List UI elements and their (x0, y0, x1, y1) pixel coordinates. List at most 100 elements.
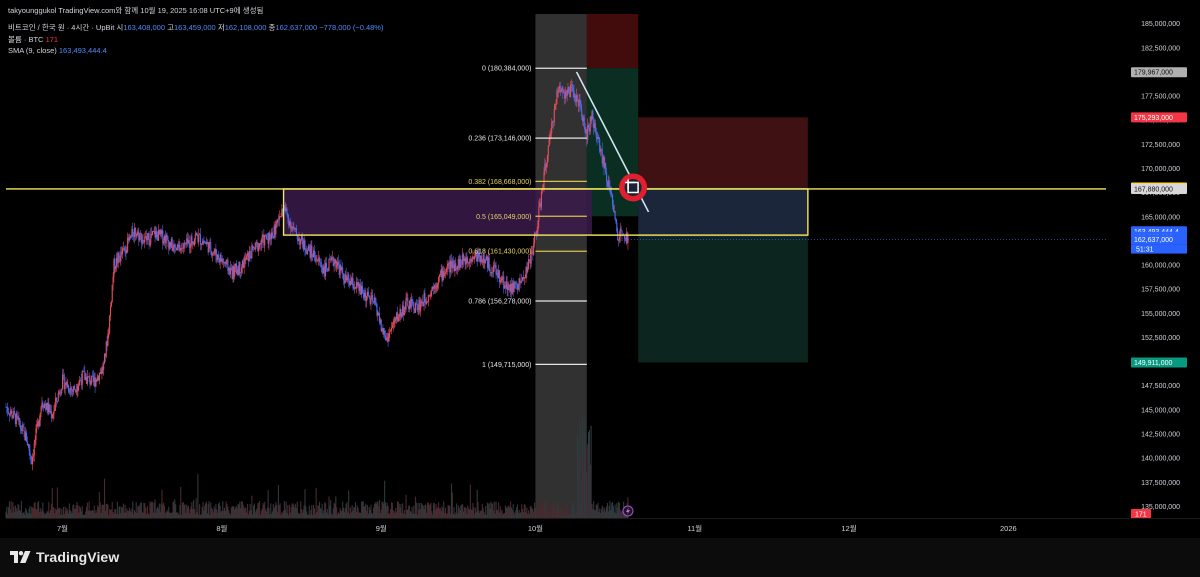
candle-body (97, 376, 100, 381)
volume-bar (486, 514, 488, 518)
volume-bar (373, 504, 375, 518)
volume-bar (76, 501, 78, 518)
candle-body (151, 233, 153, 236)
volume-bar (13, 506, 15, 518)
candle-body (29, 450, 31, 456)
candle-body (460, 258, 462, 262)
volume-bar (368, 506, 370, 518)
candle-body (435, 287, 437, 289)
volume-bar (134, 511, 136, 518)
volume-bar (324, 502, 326, 518)
candle-body (349, 280, 351, 286)
volume-bar (213, 506, 215, 518)
volume-bar (235, 507, 237, 518)
volume-bar (550, 503, 552, 518)
candle-body (343, 280, 345, 284)
candle-body (373, 297, 375, 303)
candle-body (126, 252, 128, 254)
volume-bar (65, 511, 67, 518)
volume-bar (229, 514, 232, 518)
volume-bar (438, 502, 440, 518)
candle-body (587, 124, 589, 140)
volume-bar (191, 502, 193, 518)
volume-bar (586, 472, 588, 518)
candle-body (72, 390, 74, 392)
volume-bar (421, 504, 423, 518)
volume-bar (451, 492, 453, 518)
volume-bar (339, 507, 341, 518)
candle-body (478, 252, 480, 256)
candle-body (243, 261, 245, 268)
volume-bar (557, 502, 559, 518)
candle-body (222, 259, 224, 263)
open-value: 163,408,000 (123, 23, 165, 32)
candle-body (28, 444, 30, 451)
candle-body (55, 397, 57, 405)
volume-bar (468, 509, 471, 518)
volume-bar (286, 513, 288, 518)
symbol-title[interactable]: 비트코인 / 한국 원 · 4시간 · UpBit (8, 23, 115, 32)
candle-body (56, 401, 58, 402)
candle-body (491, 271, 493, 274)
candle-body (67, 385, 69, 388)
volume-bar (256, 508, 258, 518)
candle-body (385, 338, 387, 341)
candle-body (361, 286, 363, 294)
volume-bar (507, 506, 509, 518)
candle-body (18, 418, 20, 420)
volume-badge-text: 171 (1135, 512, 1147, 519)
volume-bar (484, 514, 486, 518)
candle-body (39, 412, 41, 420)
volume-legend[interactable]: 볼륨 · BTC 171 (8, 34, 58, 45)
candle-body (103, 353, 106, 364)
candle-body (15, 413, 17, 425)
volume-bar (346, 502, 348, 518)
candle-body (550, 132, 552, 134)
x-axis-background (0, 518, 1200, 538)
volume-bar (141, 511, 143, 518)
volume-bar (197, 474, 199, 518)
candle-body (95, 379, 97, 387)
volume-bar (369, 509, 371, 518)
x-axis-tick-label: 11월 (687, 523, 702, 533)
candle-body (60, 393, 62, 394)
volume-bar (444, 507, 447, 518)
candle-body (160, 230, 162, 234)
candle-body (365, 292, 367, 302)
candle-body (168, 241, 170, 249)
candle-body (422, 304, 424, 307)
y-axis-tick-label: 135,000,000 (1141, 504, 1180, 511)
candle-body (303, 240, 305, 250)
volume-bar (150, 503, 152, 518)
volume-bar (360, 501, 363, 518)
candle-body (140, 233, 142, 244)
volume-bar (580, 503, 582, 518)
candle-body (236, 269, 238, 274)
volume-bar (405, 494, 407, 518)
sma-legend[interactable]: SMA (9, close) 163,493,444.4 (8, 46, 107, 55)
volume-bar (564, 513, 566, 518)
volume-bar (467, 505, 469, 518)
candle-body (117, 253, 119, 264)
candle-body (81, 371, 83, 386)
candle-body (354, 287, 357, 289)
candle-body (390, 330, 392, 332)
volume-bar (418, 509, 420, 518)
price-label-badge (1131, 67, 1187, 78)
volume-bar (45, 513, 47, 518)
candle-body (113, 258, 115, 277)
candle-body (83, 371, 85, 373)
candle-body (111, 284, 113, 302)
volume-bar (431, 511, 433, 518)
tradingview-logo-text: TradingView (36, 549, 120, 565)
candle-body (597, 137, 599, 139)
candle-body (165, 235, 167, 244)
volume-bar (402, 513, 405, 518)
candle-body (475, 251, 477, 257)
candle-body (213, 252, 215, 254)
candle-body (91, 375, 94, 377)
candle-body (530, 252, 532, 264)
candle-body (281, 208, 283, 216)
candle-body (447, 264, 449, 267)
